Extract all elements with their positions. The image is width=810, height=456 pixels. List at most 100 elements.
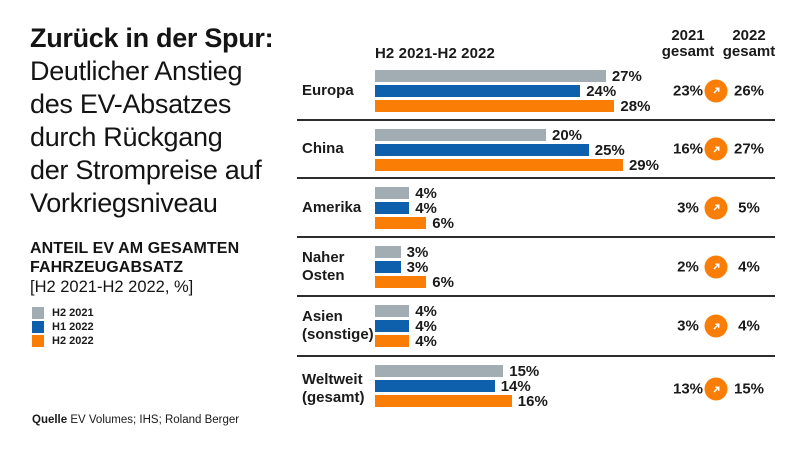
bar-line: 25% xyxy=(375,141,659,159)
bar-line: 6% xyxy=(375,273,454,291)
trend-up-badge xyxy=(704,137,728,161)
bar-h2-2021 xyxy=(375,246,401,258)
legend-swatch xyxy=(32,307,44,319)
bar-group: 3% 3% 6% xyxy=(375,243,454,291)
category-label-line: Naher xyxy=(302,248,345,266)
bar-value: 29% xyxy=(628,156,659,174)
bar-line: 6% xyxy=(375,216,454,231)
bar-value: 3% xyxy=(406,258,429,276)
column-header-2021-year: 2021 xyxy=(671,27,705,44)
bar-h2-2021 xyxy=(375,365,504,377)
total-2021-value: 13% xyxy=(672,380,704,398)
bar-value: 20% xyxy=(552,126,583,144)
legend-label: H2 2022 xyxy=(52,335,94,347)
bar-value: 14% xyxy=(500,377,531,395)
total-2021-value: 3% xyxy=(677,199,699,216)
total-2022-value: 27% xyxy=(733,140,765,158)
bar-line: 14% xyxy=(375,377,548,395)
trend-up-icon xyxy=(712,263,719,270)
chart-row-naher-osten: Naher Osten 3% 3% 6% 2% 4% xyxy=(297,238,775,297)
bar-line: 4% xyxy=(375,317,437,335)
bar-value: 28% xyxy=(620,97,651,115)
bar-value: 4% xyxy=(415,199,437,217)
trend-up-badge xyxy=(704,314,728,338)
total-2022-value: 4% xyxy=(738,258,760,275)
bar-value: 15% xyxy=(509,362,540,380)
bar-h2-2021 xyxy=(375,187,410,199)
bar-line: 27% xyxy=(375,67,650,85)
bar-value: 25% xyxy=(594,141,625,159)
bar-value: 6% xyxy=(432,273,454,291)
legend: H2 2021 H1 2022 H2 2022 xyxy=(32,306,94,348)
bar-value: 3% xyxy=(406,243,429,261)
trend-up-icon xyxy=(712,323,719,330)
bar-group: 15% 14% 16% xyxy=(375,362,548,410)
legend-swatch xyxy=(32,335,44,347)
category-label-line: Amerika xyxy=(302,198,362,216)
bar-h2-2022 xyxy=(375,395,512,407)
total-2022-value: 26% xyxy=(733,82,765,99)
category-label-line: (sonstige) xyxy=(302,326,374,343)
bar-h1-2022 xyxy=(375,202,410,214)
title-body: Deutlicher Anstieg des EV-Absatzes durch… xyxy=(30,56,262,218)
bar-value: 4% xyxy=(415,332,437,350)
chart-row-weltweit-gesamt: Weltweit (gesamt) 15% 14% 16% 13% 15% xyxy=(297,357,775,421)
bar-value: 4% xyxy=(415,317,437,335)
bar-h2-2022 xyxy=(375,100,615,112)
column-header-2022: 2022 gesamt xyxy=(723,28,776,60)
total-2022-value: 4% xyxy=(738,317,760,335)
bar-h2-2022 xyxy=(375,217,427,229)
bar-line: 15% xyxy=(375,362,548,380)
chart-period-header: H2 2021-H2 2022 xyxy=(375,45,495,62)
trend-up-icon xyxy=(712,386,719,393)
trend-up-badge xyxy=(704,377,728,401)
category-label: Weltweit (gesamt) xyxy=(302,357,365,421)
total-2022-value: 15% xyxy=(733,380,765,398)
bar-value: 16% xyxy=(517,392,548,410)
category-label: Amerika xyxy=(302,179,361,236)
bar-h2-2021 xyxy=(375,129,546,141)
bar-line: 3% xyxy=(375,243,454,261)
category-label: Naher Osten xyxy=(302,238,345,295)
subtitle-line-1: ANTEIL EV AM GESAMTEN xyxy=(30,240,240,257)
trend-up-badge xyxy=(704,196,728,219)
category-label-line: Europa xyxy=(302,81,354,99)
bar-group: 4% 4% 6% xyxy=(375,186,454,231)
subtitle-line-2: FAHRZEUGABSATZ xyxy=(30,259,184,276)
trend-up-icon xyxy=(712,87,719,94)
category-label-line: China xyxy=(302,140,344,157)
column-header-2021-word: gesamt xyxy=(661,43,715,60)
total-2021-value: 2% xyxy=(677,258,699,275)
bar-line: 4% xyxy=(375,186,454,201)
legend-label: H2 2021 xyxy=(52,307,94,319)
bar-value: 27% xyxy=(611,67,642,85)
source-label: Quelle xyxy=(32,414,68,426)
source-text: EV Volumes; IHS; Roland Berger xyxy=(70,414,240,426)
legend-item: H2 2022 xyxy=(32,334,94,348)
bar-h2-2022 xyxy=(375,276,427,288)
bar-line: 4% xyxy=(375,199,454,217)
category-label: Europa xyxy=(302,62,354,119)
bar-value: 4% xyxy=(415,302,437,320)
page-title: Zurück in der Spur: Deutlicher Anstieg d… xyxy=(30,22,300,220)
bar-h2-2021 xyxy=(375,70,606,82)
bar-group: 20% 25% 29% xyxy=(375,126,659,174)
chart-row-amerika: Amerika 4% 4% 6% 3% 5% xyxy=(297,179,775,238)
bar-group: 27% 24% 28% xyxy=(375,67,651,115)
category-label-line: (gesamt) xyxy=(302,389,365,406)
bar-h2-2022 xyxy=(375,335,410,347)
trend-up-badge xyxy=(704,79,728,102)
column-header-2021: 2021 gesamt xyxy=(662,28,715,60)
bar-h2-2021 xyxy=(375,305,410,317)
bar-value: 24% xyxy=(586,82,617,100)
bar-group: 4% 4% 4% xyxy=(375,302,437,350)
source-note: Quelle EV Volumes; IHS; Roland Berger xyxy=(32,414,239,427)
bar-line: 28% xyxy=(375,97,651,115)
title-lead: Zurück in der Spur: xyxy=(30,23,274,53)
trend-up-icon xyxy=(712,204,719,211)
bar-line: 24% xyxy=(375,82,650,100)
legend-swatch xyxy=(32,321,44,333)
category-label: China xyxy=(302,121,344,177)
bar-line: 4% xyxy=(375,332,437,350)
